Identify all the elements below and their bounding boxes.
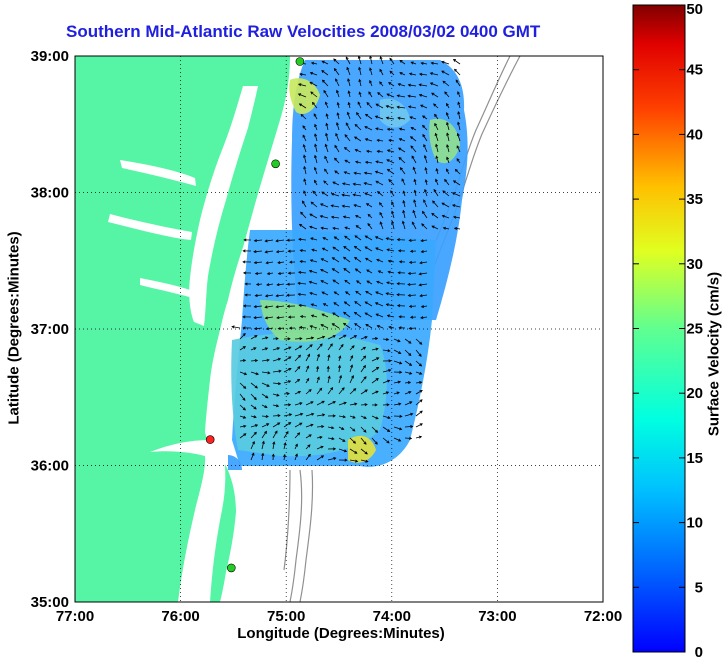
chart-title: Southern Mid-Atlantic Raw Velocities 200… bbox=[66, 22, 541, 41]
sound-inlet bbox=[150, 440, 226, 602]
station-marker bbox=[227, 563, 236, 573]
colorbar-ticks: 0 5 10 15 20 25 30 35 40 45 50 bbox=[633, 1, 703, 659]
colorbar-tick-label: 50 bbox=[686, 1, 703, 18]
y-tick-label: 36:00 bbox=[31, 458, 69, 475]
x-tick-label: 73:00 bbox=[478, 608, 516, 625]
station-marker bbox=[295, 57, 305, 66]
estuary-west-3 bbox=[140, 278, 196, 299]
x-axis-ticks: 77:00 76:00 75:00 74:00 73:00 72:00 bbox=[56, 608, 622, 625]
x-tick-label: 72:00 bbox=[584, 608, 622, 625]
colorbar-tick-label: 20 bbox=[686, 385, 703, 402]
colorbar-tick-label: 40 bbox=[686, 126, 703, 143]
colorbar-tick-label: 35 bbox=[686, 191, 703, 208]
station-marker bbox=[205, 435, 215, 444]
x-tick-label: 77:00 bbox=[56, 608, 94, 625]
colorbar-label: Surface Velocity (cm/s) bbox=[705, 271, 723, 437]
radar-stations bbox=[205, 57, 305, 573]
chesapeake-bay bbox=[189, 86, 258, 326]
colorbar bbox=[632, 4, 686, 653]
land-mass bbox=[75, 56, 290, 602]
y-axis-ticks: 39:00 38:00 37:00 36:00 35:00 bbox=[31, 48, 69, 611]
estuary-west-2 bbox=[108, 214, 192, 240]
velocity-vectors bbox=[231, 56, 461, 463]
colorbar-tick-label: 5 bbox=[695, 579, 703, 596]
colorbar-tick-label: 25 bbox=[686, 321, 703, 338]
x-axis-label: Longitude (Degrees:Minutes) bbox=[237, 625, 445, 642]
x-tick-label: 76:00 bbox=[161, 608, 199, 625]
x-tick-label: 75:00 bbox=[267, 608, 305, 625]
station-marker bbox=[271, 159, 280, 169]
y-tick-label: 39:00 bbox=[31, 48, 69, 65]
y-tick-label: 37:00 bbox=[31, 321, 69, 338]
y-tick-label: 35:00 bbox=[31, 594, 69, 611]
colorbar-tick-label: 0 bbox=[695, 644, 703, 659]
y-tick-label: 38:00 bbox=[31, 185, 69, 202]
estuary-west-1 bbox=[120, 160, 196, 186]
colorbar-tick-label: 10 bbox=[686, 515, 703, 532]
x-tick-label: 74:00 bbox=[373, 608, 411, 625]
lat-lon-grid bbox=[75, 56, 603, 602]
colorbar-tick-label: 30 bbox=[686, 256, 703, 273]
y-axis-label: Latitude (Degrees:Minutes) bbox=[5, 231, 23, 425]
plot-frame bbox=[74, 55, 604, 603]
colorbar-tick-label: 45 bbox=[686, 62, 703, 79]
colorbar-tick-label: 15 bbox=[686, 450, 703, 467]
